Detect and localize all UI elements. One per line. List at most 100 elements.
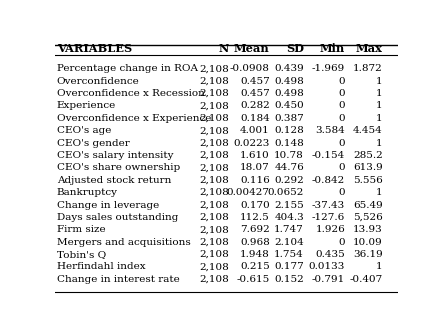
Text: 1.948: 1.948	[240, 250, 270, 259]
Text: 0.498: 0.498	[274, 89, 304, 98]
Text: 0.128: 0.128	[274, 126, 304, 135]
Text: 0: 0	[339, 188, 345, 197]
Text: 2,108: 2,108	[199, 176, 229, 185]
Text: 0.439: 0.439	[274, 64, 304, 73]
Text: 4.454: 4.454	[353, 126, 383, 135]
Text: 2,108: 2,108	[199, 250, 229, 259]
Text: -0.407: -0.407	[350, 275, 383, 284]
Text: 0: 0	[339, 163, 345, 172]
Text: 1.926: 1.926	[315, 225, 345, 234]
Text: Mean: Mean	[234, 43, 270, 54]
Text: 112.5: 112.5	[240, 213, 270, 222]
Text: 0.00427: 0.00427	[227, 188, 270, 197]
Text: 1: 1	[376, 77, 383, 86]
Text: 2.104: 2.104	[274, 238, 304, 247]
Text: 0.116: 0.116	[240, 176, 270, 185]
Text: 2,108: 2,108	[199, 225, 229, 234]
Text: 0.215: 0.215	[240, 263, 270, 272]
Text: 1: 1	[376, 114, 383, 123]
Text: Tobin's Q: Tobin's Q	[57, 250, 106, 259]
Text: 1: 1	[376, 188, 383, 197]
Text: 0.0652: 0.0652	[267, 188, 304, 197]
Text: 44.76: 44.76	[274, 163, 304, 172]
Text: 0.498: 0.498	[274, 77, 304, 86]
Text: 0.457: 0.457	[240, 89, 270, 98]
Text: 2.155: 2.155	[274, 201, 304, 209]
Text: 10.78: 10.78	[274, 151, 304, 160]
Text: 2,108: 2,108	[199, 89, 229, 98]
Text: 0.148: 0.148	[274, 139, 304, 148]
Text: 1.754: 1.754	[274, 250, 304, 259]
Text: 1.872: 1.872	[353, 64, 383, 73]
Text: 0.968: 0.968	[240, 238, 270, 247]
Text: 0: 0	[339, 238, 345, 247]
Text: 1.610: 1.610	[240, 151, 270, 160]
Text: 0: 0	[339, 139, 345, 148]
Text: Change in leverage: Change in leverage	[57, 201, 159, 209]
Text: 7.692: 7.692	[240, 225, 270, 234]
Text: CEO's gender: CEO's gender	[57, 139, 130, 148]
Text: 0: 0	[339, 89, 345, 98]
Text: VARIABLES: VARIABLES	[57, 43, 132, 54]
Text: 2,108: 2,108	[199, 151, 229, 160]
Text: 0.170: 0.170	[240, 201, 270, 209]
Text: 4.001: 4.001	[240, 126, 270, 135]
Text: -0.842: -0.842	[312, 176, 345, 185]
Text: 2,108: 2,108	[199, 213, 229, 222]
Text: Experience: Experience	[57, 102, 116, 111]
Text: CEO's salary intensity: CEO's salary intensity	[57, 151, 173, 160]
Text: Min: Min	[320, 43, 345, 54]
Text: 0.450: 0.450	[274, 102, 304, 111]
Text: 2,108: 2,108	[199, 238, 229, 247]
Text: 0.387: 0.387	[274, 114, 304, 123]
Text: -127.6: -127.6	[312, 213, 345, 222]
Text: Overconfidence x Recession: Overconfidence x Recession	[57, 89, 205, 98]
Text: 0: 0	[339, 77, 345, 86]
Text: 2,108: 2,108	[199, 114, 229, 123]
Text: -0.0908: -0.0908	[230, 64, 270, 73]
Text: 13.93: 13.93	[353, 225, 383, 234]
Text: 5.556: 5.556	[353, 176, 383, 185]
Text: 2,108: 2,108	[199, 139, 229, 148]
Text: 2,108: 2,108	[199, 64, 229, 73]
Text: SD: SD	[286, 43, 304, 54]
Text: 0.282: 0.282	[240, 102, 270, 111]
Text: -0.791: -0.791	[312, 275, 345, 284]
Text: 1.747: 1.747	[274, 225, 304, 234]
Text: Days sales outstanding: Days sales outstanding	[57, 213, 178, 222]
Text: Overconfidence x Experience: Overconfidence x Experience	[57, 114, 211, 123]
Text: 5,526: 5,526	[353, 213, 383, 222]
Text: Adjusted stock return: Adjusted stock return	[57, 176, 171, 185]
Text: 2,108: 2,108	[199, 201, 229, 209]
Text: 0.0133: 0.0133	[309, 263, 345, 272]
Text: CEO's age: CEO's age	[57, 126, 111, 135]
Text: 0.457: 0.457	[240, 77, 270, 86]
Text: -0.615: -0.615	[236, 275, 270, 284]
Text: N: N	[218, 43, 229, 54]
Text: 1: 1	[376, 263, 383, 272]
Text: 2,108: 2,108	[199, 163, 229, 172]
Text: 404.3: 404.3	[274, 213, 304, 222]
Text: CEO's share ownership: CEO's share ownership	[57, 163, 180, 172]
Text: Max: Max	[356, 43, 383, 54]
Text: 2,108: 2,108	[199, 275, 229, 284]
Text: 0: 0	[339, 102, 345, 111]
Text: 18.07: 18.07	[240, 163, 270, 172]
Text: 613.9: 613.9	[353, 163, 383, 172]
Text: 0: 0	[339, 114, 345, 123]
Text: 1: 1	[376, 89, 383, 98]
Text: 2,108: 2,108	[199, 126, 229, 135]
Text: Change in interest rate: Change in interest rate	[57, 275, 179, 284]
Text: 10.09: 10.09	[353, 238, 383, 247]
Text: 3.584: 3.584	[315, 126, 345, 135]
Text: 0.435: 0.435	[315, 250, 345, 259]
Text: 36.19: 36.19	[353, 250, 383, 259]
Text: 0.184: 0.184	[240, 114, 270, 123]
Text: 2,108: 2,108	[199, 188, 229, 197]
Text: Mergers and acquisitions: Mergers and acquisitions	[57, 238, 191, 247]
Text: -1.969: -1.969	[312, 64, 345, 73]
Text: Firm size: Firm size	[57, 225, 105, 234]
Text: 0.152: 0.152	[274, 275, 304, 284]
Text: Herfindahl index: Herfindahl index	[57, 263, 145, 272]
Text: -0.154: -0.154	[312, 151, 345, 160]
